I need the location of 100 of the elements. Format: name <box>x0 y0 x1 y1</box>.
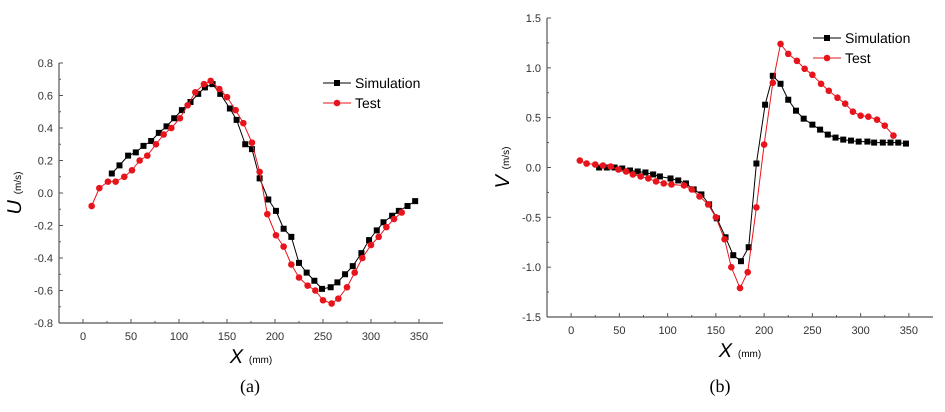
y-tick-label: -1.0 <box>522 262 541 274</box>
point <box>871 140 878 146</box>
point <box>144 152 151 159</box>
x-tick-label: 100 <box>170 331 188 343</box>
y-tick-label: 1.5 <box>526 13 541 25</box>
x-tick-label: 100 <box>658 325 677 337</box>
point <box>88 202 95 210</box>
point <box>592 161 599 168</box>
point <box>656 173 663 180</box>
point <box>857 112 864 119</box>
y-tick-label: 0.2 <box>38 156 53 168</box>
point <box>850 108 856 115</box>
point <box>792 108 799 114</box>
legend-label: Test <box>845 50 871 66</box>
x-tick-label: 250 <box>314 331 332 343</box>
point <box>296 274 302 281</box>
point <box>160 131 167 138</box>
x-tick-label: 300 <box>362 331 380 343</box>
point <box>753 160 760 167</box>
x-tick-label: 200 <box>754 325 774 337</box>
point <box>390 216 398 222</box>
point <box>112 178 119 185</box>
point <box>864 138 870 145</box>
point <box>96 184 103 192</box>
x-tick-label: 150 <box>218 331 236 343</box>
point <box>652 178 660 185</box>
y-tick-label: 0.6 <box>38 90 53 102</box>
point <box>696 193 703 200</box>
x-tick-label: 50 <box>124 331 138 343</box>
point <box>234 116 240 123</box>
y-tick-label: 0.5 <box>526 112 541 125</box>
point <box>224 94 230 100</box>
x-tick-label: 350 <box>900 325 918 337</box>
point <box>140 142 146 149</box>
point <box>256 168 263 176</box>
point <box>615 166 622 173</box>
point <box>801 66 808 72</box>
point <box>148 138 154 144</box>
point <box>642 169 648 176</box>
point <box>128 166 136 174</box>
point <box>350 263 356 270</box>
y-tick-label: 0.0 <box>526 162 541 174</box>
point <box>865 113 872 120</box>
point <box>856 138 862 145</box>
point <box>630 171 636 178</box>
point <box>312 287 319 294</box>
point <box>650 171 656 178</box>
point <box>730 252 736 258</box>
y-tick-label: -0.6 <box>34 286 53 298</box>
point <box>328 284 334 290</box>
point <box>728 264 735 270</box>
point <box>335 295 342 302</box>
point <box>152 140 160 148</box>
point <box>818 80 824 88</box>
point <box>800 116 807 122</box>
point <box>834 94 841 102</box>
point <box>125 152 132 159</box>
point <box>351 269 358 276</box>
x-tick-label: 250 <box>803 325 822 337</box>
y-tick-label: 0.8 <box>38 58 53 70</box>
point <box>404 203 410 209</box>
text: (b) <box>710 376 730 396</box>
point <box>328 300 335 307</box>
point <box>888 140 894 146</box>
x-tick-label: 50 <box>613 325 626 337</box>
y-tick-label: -0.4 <box>34 253 53 265</box>
point <box>366 237 372 244</box>
point <box>288 261 295 268</box>
point <box>794 58 800 64</box>
point <box>840 136 846 143</box>
point <box>600 162 606 169</box>
point <box>744 268 752 276</box>
point <box>168 124 175 132</box>
point <box>760 141 768 148</box>
point <box>344 284 350 291</box>
point <box>226 106 233 112</box>
legend-label: Simulation <box>845 30 910 46</box>
x-axis-title: X (mm) <box>228 346 272 368</box>
point <box>809 122 816 128</box>
point <box>334 279 340 286</box>
point <box>902 140 909 147</box>
point <box>320 296 326 304</box>
point <box>171 115 178 122</box>
point <box>583 160 590 167</box>
point <box>809 72 816 78</box>
point <box>881 122 888 129</box>
point <box>232 106 239 114</box>
point <box>280 243 287 250</box>
point <box>272 208 279 214</box>
point <box>192 88 199 96</box>
x-tick-label: 0 <box>80 331 86 343</box>
point <box>288 234 294 240</box>
point <box>368 242 374 248</box>
y-axis-title: U (m/s) <box>4 172 26 214</box>
point <box>895 140 902 146</box>
point <box>374 227 380 234</box>
point <box>120 173 128 180</box>
point <box>785 96 792 103</box>
point <box>874 116 880 123</box>
point <box>607 163 614 170</box>
